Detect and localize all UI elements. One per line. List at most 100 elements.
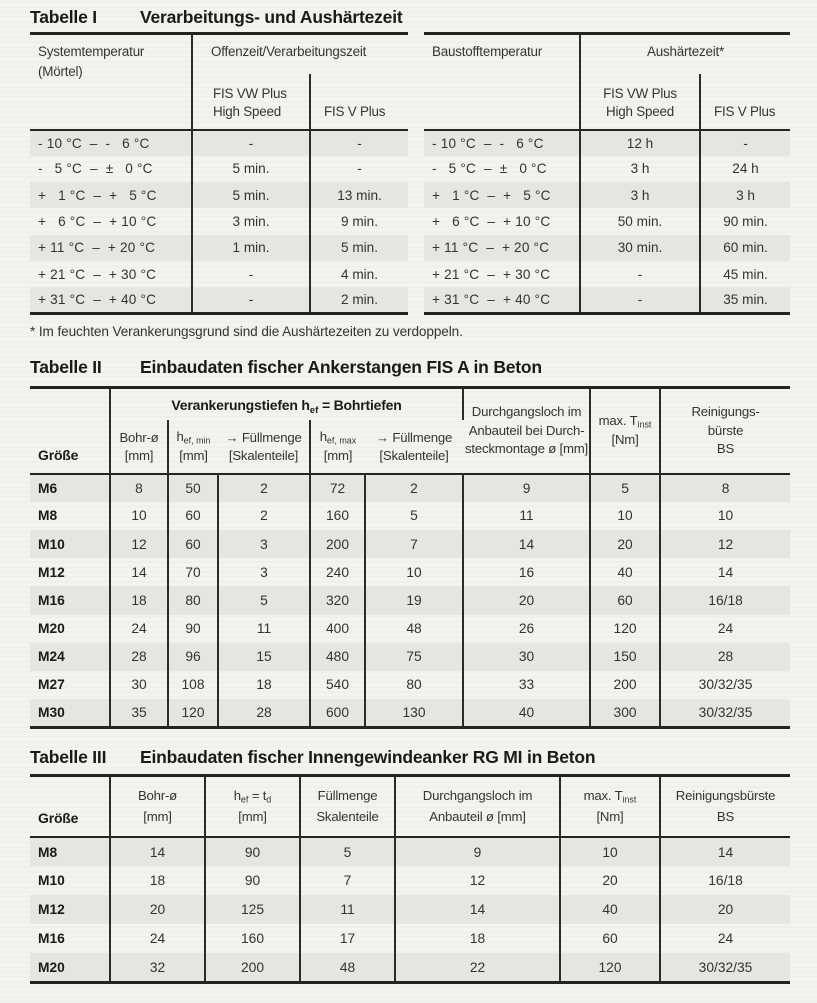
column-header-fuellmenge: Füllmenge Skalenteile — [299, 775, 395, 838]
table-cell: 24 — [659, 924, 790, 954]
table-cell: 2 — [363, 473, 464, 502]
table-cell: 20 — [589, 529, 661, 559]
table-cell: 11 — [299, 895, 395, 925]
table-row: M27 30 108 18 540 80 33 200 30/32/35 — [30, 670, 791, 700]
header-row: Systemtemperatur (Mörtel) Offenzeit/Verar… — [30, 33, 408, 130]
table-row: M10 12 60 3 200 7 14 20 12 — [30, 529, 791, 559]
table-row: + 6 °C – + 10 °C 3 min. 9 min. — [30, 208, 408, 235]
table-cell: - — [192, 260, 311, 288]
table-cell: 80 — [363, 670, 464, 700]
table-row: + 21 °C – + 30 °C - 45 min. — [424, 260, 790, 288]
column-header-groesse: Größe — [30, 387, 111, 474]
table-row: M8 10 60 2 160 5 11 10 10 — [30, 501, 791, 530]
table-cell: 12 — [394, 866, 560, 896]
tabelle-1-left-table: Systemtemperatur (Mörtel) Offenzeit/Verar… — [30, 32, 409, 316]
table-cell: M16 — [38, 592, 65, 608]
table-cell: + 21 °C – + 30 °C — [30, 260, 193, 288]
table-cell: 14 — [659, 558, 791, 587]
table-cell: 16/18 — [659, 586, 791, 615]
table-cell: 50 min. — [580, 208, 702, 235]
table-cell: M8 — [38, 844, 58, 860]
table-row: M12 14 70 3 240 10 16 40 14 — [30, 558, 791, 587]
table-cell: 11 — [217, 614, 310, 643]
table-cell: M12 — [38, 564, 65, 580]
table-cell: 600 — [309, 699, 365, 728]
table-cell: 11 — [462, 501, 591, 530]
tabelle-2-label: Tabelle II — [30, 357, 102, 378]
table-cell: 26 — [462, 614, 591, 643]
table-row: + 21 °C – + 30 °C - 4 min. — [30, 260, 408, 288]
table-row: + 11 °C – + 20 °C 30 min. 60 min. — [424, 234, 791, 261]
table-cell: 16/18 — [659, 866, 790, 896]
column-header-fis-vw-plus: FIS VW Plus High Speed — [603, 86, 677, 120]
tabelle-3-label: Tabelle III — [30, 746, 107, 767]
column-header-fis-v-plus: FIS V Plus — [699, 73, 791, 130]
table-cell: 7 — [299, 866, 395, 896]
table-cell: 120 — [589, 614, 661, 643]
table-cell: 45 min. — [723, 266, 768, 282]
column-header-fis-vw-plus: FIS VW Plus High Speed — [213, 86, 287, 120]
table-cell: 108 — [167, 670, 218, 700]
table-cell: 40 — [559, 895, 660, 925]
table-cell: + 21 °C – + 30 °C — [424, 260, 582, 288]
column-header-durchgangsloch: Durchgangsloch im Anbauteil bei Durch-ste… — [465, 404, 589, 457]
tabelle-3-body: M8 14 90 5 9 10 14 M10 18 90 7 12 20 16/18 M12 20 125 11 1… — [30, 837, 790, 983]
tabelle-1-label: Tabelle I — [30, 7, 97, 27]
table-row: + 31 °C – + 40 °C - 2 min. — [30, 287, 409, 314]
table-cell: 4 min. — [340, 266, 379, 282]
table-cell: 160 — [309, 501, 365, 530]
tabelle-1-left-header: Systemtemperatur (Mörtel) Offenzeit/Verar… — [30, 33, 409, 130]
table-row: M8 14 90 5 9 10 14 — [30, 837, 790, 867]
table-cell: 60 — [167, 501, 218, 530]
table-row: M30 35 120 28 600 130 40 300 30/32/35 — [30, 699, 791, 728]
table-cell: 75 — [363, 642, 464, 671]
table-cell: 480 — [309, 642, 365, 671]
tabelle-1-right-header: Baustofftemperatur Aushärtezeit* FIS VW … — [424, 33, 791, 130]
header-row: Größe Verankerungstiefen hef = Bohrtiefe… — [30, 387, 791, 474]
table-cell: 9 — [394, 837, 560, 867]
table-cell: - — [580, 260, 702, 288]
table-cell: + 1 °C – + 5 °C — [424, 182, 582, 209]
table-cell: 3 h — [580, 182, 702, 209]
table-cell: - 10 °C – - 6 °C — [424, 129, 582, 156]
tabelle-3-title: Tabelle III Einbaudaten fischer Innengewi… — [30, 746, 790, 768]
table-cell: 40 — [589, 558, 661, 587]
table-cell: 5 — [299, 837, 395, 867]
tabelle-1-heading: Verarbeitungs- und Aushärtezeit — [140, 7, 403, 27]
table-cell: 240 — [309, 558, 365, 587]
table-cell: - — [192, 129, 311, 156]
table-cell: 17 — [299, 924, 395, 954]
column-header-bohr-durchmesser: Bohr-ø [mm] — [109, 775, 205, 838]
table-cell: M24 — [38, 649, 65, 665]
table-cell: 14 — [109, 558, 168, 587]
tabelle-3-table: Größe Bohr-ø [mm] hef = td [mm] Füllmenge S… — [30, 773, 790, 984]
table-cell: 8 — [659, 473, 791, 502]
table-cell: 19 — [363, 586, 464, 615]
table-row: - 10 °C – - 6 °C - - — [30, 129, 409, 156]
table-row: M20 24 90 11 400 48 26 120 24 — [30, 614, 791, 643]
table-cell: 200 — [309, 529, 365, 559]
table-cell: 5 — [217, 586, 310, 615]
column-header-hef-td: hef = td [mm] — [204, 775, 300, 838]
table-cell: 12 — [109, 529, 168, 559]
table-row: M24 28 96 15 480 75 30 150 28 — [30, 642, 791, 671]
table-cell: 5 min. — [340, 240, 379, 256]
table-cell: 2 — [217, 473, 310, 502]
table-cell: 3 — [217, 529, 310, 559]
table-cell: 90 — [167, 614, 218, 643]
table-cell: 35 — [109, 699, 168, 728]
table-cell: 35 min. — [723, 292, 768, 308]
table-cell: 90 — [204, 837, 300, 867]
table-cell: M20 — [38, 621, 65, 637]
table-cell: 30/32/35 — [659, 953, 790, 983]
table-cell: + 6 °C – + 10 °C — [424, 208, 582, 235]
table-cell: 40 — [462, 699, 591, 728]
table-cell: 50 — [167, 473, 218, 502]
table-cell: - — [357, 135, 362, 151]
table-cell: 3 h — [736, 187, 755, 203]
table-cell: 120 — [559, 953, 660, 983]
subheader-row: Bohr-ø [mm] hef, min [mm] → Füllmenge [Skal… — [30, 419, 790, 474]
table-cell: 9 — [462, 473, 591, 502]
table-cell: 28 — [217, 699, 310, 728]
